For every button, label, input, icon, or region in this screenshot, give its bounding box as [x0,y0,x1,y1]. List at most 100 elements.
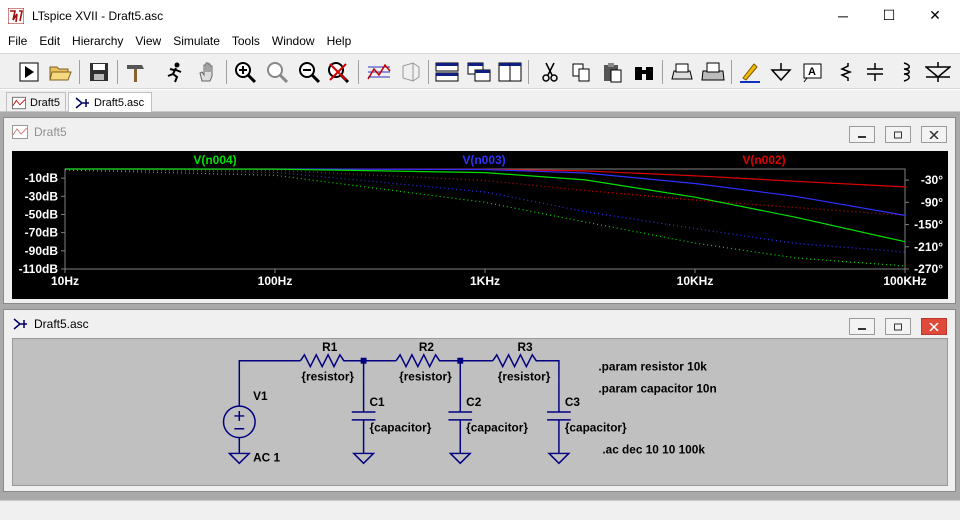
maximize-icon [894,131,902,138]
schematic-window: Draft5.asc [3,309,956,492]
open-button[interactable] [47,59,73,85]
zoom-area-icon [267,62,289,83]
x-tick-label: 1KHz [470,274,500,288]
run-icon [19,62,39,82]
close-button[interactable]: ✕ [929,7,941,23]
paste-button[interactable] [599,59,625,85]
window-titlebar: LTspice XVII - Draft5.asc ─ ☐ ✕ [0,0,960,31]
voltage-source-v1[interactable] [222,405,256,439]
waveform-close-button[interactable] [921,126,947,143]
y-tick-label: -50dB [25,207,59,221]
menu-bar: File Edit Hierarchy View Simulate Tools … [0,31,960,51]
capacitor-button[interactable] [862,59,888,85]
3d-view-icon [402,62,420,82]
draw-wire-button[interactable] [737,59,763,85]
c2-ref-label: C2 [466,395,482,409]
capacitor-c2[interactable] [448,380,473,444]
diode-button[interactable] [925,59,951,85]
menu-view[interactable]: View [135,34,162,48]
cascade-button[interactable] [466,59,492,85]
save-button[interactable] [86,59,112,85]
save-icon [90,63,108,81]
control-panel-button[interactable] [124,59,150,85]
autorange-button[interactable] [366,59,392,85]
schematic-canvas[interactable]: R1 {resistor} R2 {resistor} R3 {resistor… [12,338,948,486]
halt-button[interactable] [162,59,188,85]
capacitor-c3[interactable] [547,380,571,444]
capacitor-c1[interactable] [351,380,376,444]
c1-ref-label: C1 [370,395,386,409]
copy-button[interactable] [568,59,594,85]
label-net-button[interactable]: A [800,59,826,85]
wires [238,359,560,454]
y2-axis-ticks: -30° -90° -150° -210° -270° [905,173,943,276]
minimize-button[interactable]: ─ [838,7,848,24]
r1-ref-label: R1 [322,340,338,354]
plot-gridlines [64,168,906,270]
zoom-cancel-button[interactable] [326,59,352,85]
zoom-area-button[interactable] [265,59,291,85]
3d-view-button[interactable] [398,59,424,85]
v1-value-label: AC 1 [253,450,280,464]
trace-labels[interactable]: V(n002) V(n003) V(n004) [193,153,785,167]
cut-button[interactable] [537,59,563,85]
menu-help[interactable]: Help [326,34,352,48]
trace-magnitude-v-n004 [64,168,906,243]
close-icon [929,322,939,331]
trace-phase-v-n003 [64,168,906,253]
waveform-minimize-button[interactable] [849,126,875,143]
resistor-r3[interactable] [492,353,541,369]
bode-plot[interactable]: -10dB -30dB -50dB -70dB -90dB -110dB -30° -90°… [12,151,948,299]
maximize-button[interactable]: ☐ [882,7,896,23]
menu-tools[interactable]: Tools [231,34,260,48]
status-bar [0,500,960,520]
hand-pan-icon [199,62,213,82]
resistor-r1[interactable] [299,353,348,369]
y-tick-label: -30dB [25,189,59,203]
print-icon [701,62,725,81]
svg-text:A: A [808,66,816,78]
ltspice-app-icon [8,7,24,24]
zoom-out-icon [299,62,321,83]
spice-directive-ac[interactable]: .ac dec 10 10 100k [602,442,705,456]
y2-tick-label: -30° [921,173,943,187]
spice-directive-param-capacitor[interactable]: .param capacitor 10n [598,381,716,395]
schematic-minimize-button[interactable] [849,318,875,335]
tile-vertical-icon [498,62,522,82]
close-icon [929,130,939,139]
trace-label-v-n002[interactable]: V(n002) [742,153,785,167]
trace-label-v-n003[interactable]: V(n003) [462,153,505,167]
trace-label-v-n004[interactable]: V(n004) [193,153,236,167]
pan-button[interactable] [194,59,220,85]
menu-window[interactable]: Window [271,34,315,48]
ground-button[interactable] [768,59,794,85]
resistor-r2[interactable] [395,353,444,369]
schematic-close-button[interactable] [921,318,947,335]
inductor-button[interactable] [893,59,919,85]
menu-edit[interactable]: Edit [39,34,61,48]
trace-phase-v-n004 [64,169,906,267]
spice-directive-param-resistor[interactable]: .param resistor 10k [598,360,707,374]
print-button[interactable] [700,59,726,85]
print-preview-icon [671,63,693,80]
find-button[interactable] [631,59,657,85]
print-preview-button[interactable] [669,59,695,85]
menu-simulate[interactable]: Simulate [173,34,220,48]
menu-hierarchy[interactable]: Hierarchy [72,34,124,48]
tile-vertical-button[interactable] [497,59,523,85]
zoom-in-button[interactable] [233,59,259,85]
menu-file[interactable]: File [8,34,28,48]
y2-tick-label: -210° [914,240,943,254]
schematic-maximize-button[interactable] [885,318,911,335]
mdi-workspace: Draft5 -10dB -30dB -50dB -70dB -90dB -110dB -… [0,112,960,500]
y2-tick-label: -90° [921,195,943,209]
tile-horizontal-button[interactable] [434,59,460,85]
tab-waveform[interactable]: Draft5 [6,92,66,112]
pencil-icon [740,63,760,83]
run-button[interactable] [16,59,42,85]
resistor-button[interactable] [832,59,858,85]
zoom-out-button[interactable] [297,59,323,85]
waveform-maximize-button[interactable] [885,126,911,143]
tab-schematic[interactable]: Draft5.asc [68,92,152,112]
waveform-window-title: Draft5 [34,125,67,139]
